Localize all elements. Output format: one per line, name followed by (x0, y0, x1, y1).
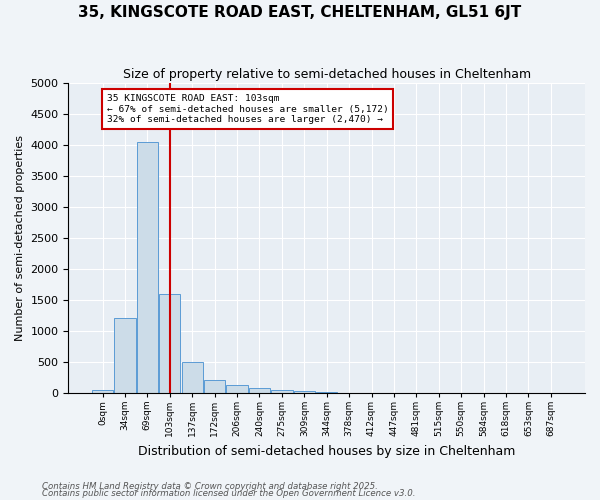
Bar (271, 390, 293, 393)
Text: Contains HM Land Registry data © Crown copyright and database right 2025.: Contains HM Land Registry data © Crown c… (42, 482, 378, 491)
Bar (204, 380, 225, 393)
Bar (159, 294, 181, 393)
Bar (92, 390, 113, 393)
Y-axis label: Number of semi-detached properties: Number of semi-detached properties (15, 135, 25, 341)
X-axis label: Distribution of semi-detached houses by size in Cheltenham: Distribution of semi-detached houses by … (138, 444, 515, 458)
Text: Contains public sector information licensed under the Open Government Licence v3: Contains public sector information licen… (42, 490, 415, 498)
Bar (115, 318, 136, 393)
Text: 35, KINGSCOTE ROAD EAST, CHELTENHAM, GL51 6JT: 35, KINGSCOTE ROAD EAST, CHELTENHAM, GL5… (79, 5, 521, 20)
Bar (293, 391, 315, 393)
Bar (249, 388, 270, 393)
Bar (226, 385, 248, 393)
Title: Size of property relative to semi-detached houses in Cheltenham: Size of property relative to semi-detach… (122, 68, 531, 80)
Bar (137, 142, 158, 393)
Text: 35 KINGSCOTE ROAD EAST: 103sqm
← 67% of semi-detached houses are smaller (5,172): 35 KINGSCOTE ROAD EAST: 103sqm ← 67% of … (107, 94, 388, 124)
Bar (182, 362, 203, 393)
Bar (316, 392, 337, 393)
